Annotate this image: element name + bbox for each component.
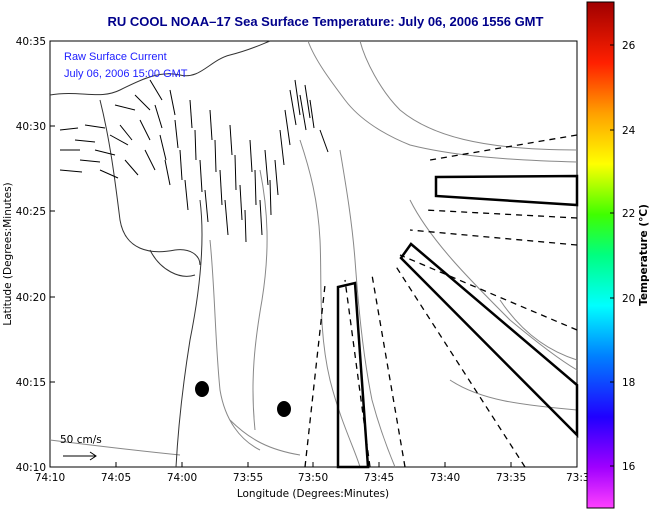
annotation-line-2: July 06, 2006 15:00 GMT bbox=[64, 68, 188, 80]
current-vectors bbox=[59, 79, 329, 243]
xtick-label: 73:50 bbox=[298, 472, 328, 484]
colorbar-tick-label: 24 bbox=[622, 125, 636, 137]
transect-boxes bbox=[336, 174, 579, 469]
scale-arrow bbox=[63, 451, 97, 461]
xtick-label: 73:40 bbox=[430, 472, 460, 484]
xtick-label: 74:05 bbox=[101, 472, 131, 484]
xtick-label: 73:3 bbox=[566, 472, 590, 484]
map-title: RU COOL NOAA–17 Sea Surface Temperature:… bbox=[107, 14, 544, 29]
colorbar-tick-label: 26 bbox=[622, 40, 636, 52]
coastline bbox=[49, 40, 271, 468]
colorbar-tick-label: 16 bbox=[622, 461, 636, 473]
mooring-dot bbox=[195, 381, 209, 397]
colorbar-label: Temperature (°C) bbox=[638, 204, 650, 306]
mooring-dot bbox=[277, 401, 291, 417]
colorbar-ticks bbox=[610, 44, 614, 467]
ytick-label: 40:15 bbox=[16, 377, 46, 389]
scale-label: 50 cm/s bbox=[60, 434, 102, 446]
x-axis-label: Longitude (Degrees:Minutes) bbox=[237, 488, 389, 500]
ytick-label: 40:35 bbox=[16, 36, 46, 48]
y-axis-label: Latitude (Degrees:Minutes) bbox=[2, 182, 14, 325]
colorbar-tick-label: 18 bbox=[622, 377, 635, 389]
dashed-tracks bbox=[304, 134, 578, 468]
ytick-label: 40:10 bbox=[16, 462, 46, 474]
colorbar-tick-label: 22 bbox=[622, 208, 635, 220]
xtick-label: 74:10 bbox=[35, 472, 65, 484]
xtick-label: 74:00 bbox=[167, 472, 197, 484]
xtick-label: 73:55 bbox=[233, 472, 263, 484]
ytick-label: 40:30 bbox=[16, 121, 46, 133]
colorbar-tick-label: 20 bbox=[622, 293, 635, 305]
annotation-line-1: Raw Surface Current bbox=[64, 51, 167, 63]
xtick-label: 73:35 bbox=[496, 472, 526, 484]
plot-frame bbox=[49, 40, 578, 468]
colorbar bbox=[586, 1, 615, 509]
ytick-label: 40:20 bbox=[16, 292, 46, 304]
xtick-label: 73:45 bbox=[364, 472, 394, 484]
ytick-label: 40:25 bbox=[16, 206, 46, 218]
tick-marks bbox=[49, 40, 512, 468]
bathymetry-contours bbox=[49, 40, 578, 468]
